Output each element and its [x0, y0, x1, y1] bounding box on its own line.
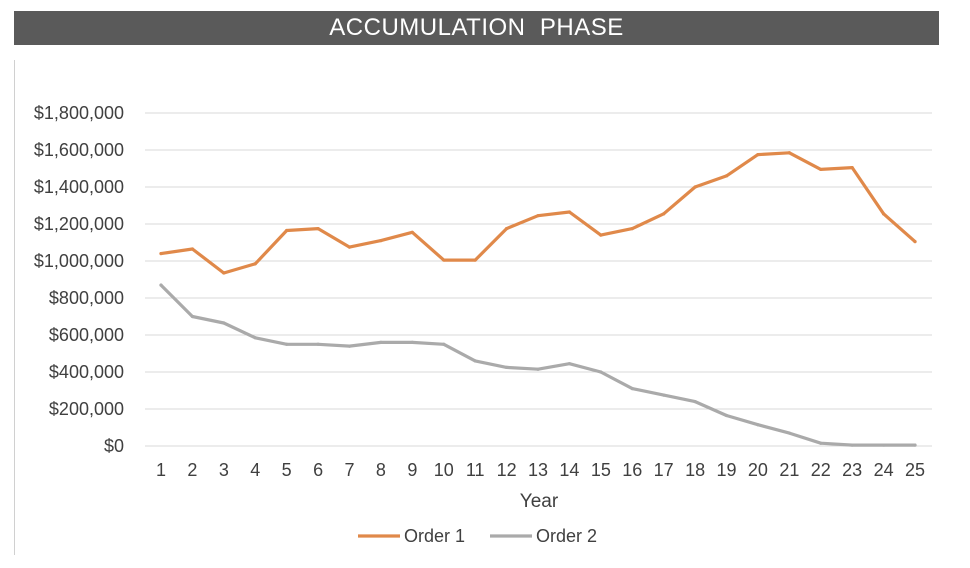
data-point-order-2 [724, 413, 729, 418]
data-point-order-2 [473, 359, 477, 363]
y-tick-label: $600,000 [49, 325, 124, 345]
data-point-order-2 [222, 321, 226, 325]
data-point-order-1 [222, 271, 226, 275]
x-axis-title: Year [520, 491, 559, 512]
data-point-order-2 [410, 340, 414, 344]
x-tick-label: 24 [874, 460, 894, 480]
data-point-order-2 [347, 344, 352, 348]
data-point-order-1 [379, 239, 383, 243]
data-point-order-1 [630, 227, 634, 231]
x-tick-label: 19 [716, 460, 736, 480]
y-tick-label: $1,800,000 [34, 103, 124, 123]
data-point-order-2 [693, 400, 697, 404]
x-tick-label: 11 [466, 460, 485, 480]
data-point-order-1 [504, 227, 509, 231]
x-tick-label: 17 [654, 460, 674, 480]
data-point-order-2 [662, 393, 666, 397]
x-tick-label: 18 [685, 460, 705, 480]
data-point-order-1 [662, 212, 666, 216]
legend-label-order-2: Order 2 [536, 526, 597, 546]
data-point-order-1 [787, 151, 791, 155]
data-point-order-1 [850, 165, 854, 170]
data-point-order-1 [567, 210, 572, 214]
x-tick-label: 21 [779, 460, 799, 480]
data-point-order-2 [253, 336, 257, 340]
data-point-order-2 [285, 342, 289, 346]
data-point-order-1 [159, 252, 163, 256]
data-point-order-2 [787, 431, 791, 435]
data-point-order-1 [442, 258, 446, 262]
series-line-order-2 [159, 283, 917, 447]
data-point-order-2 [881, 443, 886, 447]
x-tick-label: 20 [748, 460, 768, 480]
x-tick-label: 7 [344, 460, 354, 480]
data-point-order-2 [850, 443, 854, 447]
data-point-order-2 [442, 342, 446, 346]
data-point-order-1 [819, 167, 823, 172]
x-tick-label: 1 [156, 460, 166, 480]
x-tick-label: 4 [250, 460, 260, 480]
legend-label-order-1: Order 1 [404, 526, 465, 546]
data-point-order-2 [913, 443, 917, 447]
frame-left-edge [14, 60, 15, 555]
data-point-order-2 [756, 423, 760, 427]
x-tick-label: 22 [811, 460, 831, 480]
data-point-order-1 [473, 258, 477, 262]
data-point-order-2 [379, 340, 383, 344]
x-tick-label: 6 [313, 460, 323, 480]
series-line-order-1 [159, 151, 917, 275]
y-tick-label: $400,000 [49, 362, 124, 382]
x-tick-label: 9 [407, 460, 417, 480]
y-tick-label: $800,000 [49, 288, 124, 308]
x-tick-label: 3 [219, 460, 229, 480]
y-tick-label: $1,600,000 [34, 140, 124, 160]
data-point-order-2 [190, 314, 195, 319]
chart-title: ACCUMULATION PHASE [329, 14, 624, 41]
y-tick-label: $0 [104, 436, 124, 456]
data-point-order-2 [316, 342, 320, 346]
y-tick-label: $1,000,000 [34, 251, 124, 271]
x-tick-label: 12 [497, 460, 517, 480]
x-tick-label: 10 [434, 460, 454, 480]
data-point-order-1 [253, 262, 257, 266]
data-point-order-2 [630, 387, 634, 391]
data-point-order-1 [410, 230, 414, 234]
data-point-order-2 [504, 365, 509, 369]
x-tick-label: 25 [905, 460, 925, 480]
x-tick-label: 16 [622, 460, 642, 480]
x-tick-label: 5 [282, 460, 292, 480]
data-point-order-1 [285, 228, 289, 233]
data-point-order-1 [536, 214, 540, 218]
x-tick-label: 23 [842, 460, 862, 480]
data-point-order-1 [724, 174, 729, 178]
data-point-order-2 [567, 362, 572, 366]
chart-title-banner: ACCUMULATION PHASE [14, 11, 939, 45]
x-tick-label: 2 [187, 460, 197, 480]
y-tick-label: $1,200,000 [34, 214, 124, 234]
data-point-order-1 [347, 245, 352, 249]
x-tick-label: 13 [528, 460, 548, 480]
x-tick-label: 8 [376, 460, 386, 480]
data-point-order-1 [190, 247, 195, 251]
data-point-order-1 [316, 227, 320, 231]
data-point-order-1 [881, 212, 886, 216]
data-point-order-2 [599, 370, 603, 374]
x-tick-label: 14 [559, 460, 579, 480]
data-point-order-2 [819, 441, 823, 445]
x-tick-label: 15 [591, 460, 611, 480]
y-tick-label: $1,400,000 [34, 177, 124, 197]
data-point-order-2 [536, 367, 540, 371]
data-point-order-1 [599, 233, 603, 237]
data-point-order-1 [913, 239, 917, 244]
data-point-order-1 [756, 153, 760, 157]
data-point-order-2 [159, 283, 163, 287]
y-tick-label: $200,000 [49, 399, 124, 419]
data-point-order-1 [693, 185, 697, 189]
